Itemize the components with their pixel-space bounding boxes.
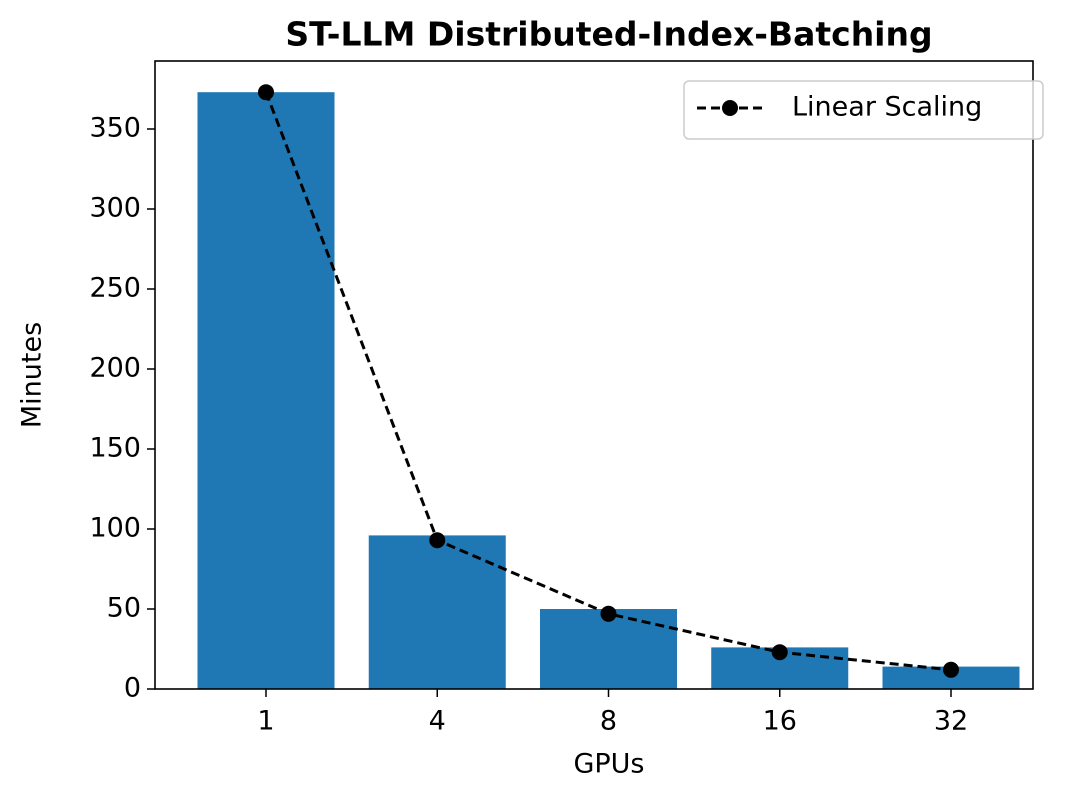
legend-label: Linear Scaling — [792, 92, 982, 123]
legend-box — [683, 80, 1044, 140]
y-tick-label: 50 — [107, 593, 141, 624]
bar — [540, 609, 677, 689]
y-tick-label: 100 — [89, 513, 141, 544]
y-tick-label: 150 — [89, 433, 141, 464]
plot-frame — [154, 60, 1034, 690]
line-marker — [600, 605, 617, 622]
y-tick-label: 0 — [124, 673, 141, 704]
x-tick-label: 16 — [763, 706, 797, 737]
x-tick-label: 4 — [429, 706, 446, 737]
y-tick-label: 300 — [89, 193, 141, 224]
x-axis-label: GPUs — [573, 749, 644, 780]
x-tick-label: 32 — [934, 706, 968, 737]
legend-marker — [722, 100, 738, 116]
line-marker — [771, 644, 788, 661]
chart-title: ST-LLM Distributed-Index-Batching — [285, 15, 932, 54]
x-tick-label: 8 — [600, 706, 617, 737]
y-tick-label: 250 — [89, 273, 141, 304]
y-tick-label: 200 — [89, 353, 141, 384]
y-tick-label: 350 — [89, 113, 141, 144]
x-tick-label: 1 — [257, 706, 274, 737]
line-marker — [943, 661, 959, 678]
bar — [368, 535, 506, 689]
line-marker — [258, 84, 274, 101]
line-marker — [429, 532, 446, 549]
bar — [197, 92, 335, 689]
y-axis-label: Minutes — [17, 322, 48, 428]
